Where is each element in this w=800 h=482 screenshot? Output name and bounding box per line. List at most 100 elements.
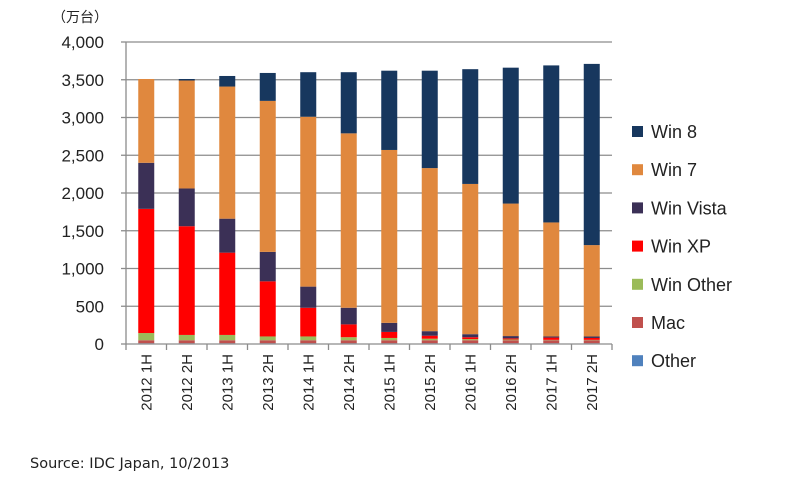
x-tick-label: 2012 2H (179, 354, 196, 411)
bar-segment-mac (340, 340, 357, 344)
y-axis-ticks: 0 500 1,000 1,500 2,000 2,500 3,000 3,500 4,000 (61, 33, 126, 354)
bar-segment-win-7 (421, 168, 438, 332)
bar-segment-win-other (462, 339, 479, 341)
bar-segment-win-xp (340, 324, 357, 338)
legend-item: Win Other (632, 275, 732, 295)
bar-stack (502, 67, 519, 344)
y-tick-label: 2,500 (61, 146, 104, 165)
bar-segment-mac (259, 340, 276, 344)
bar-segment-win-7 (259, 100, 276, 252)
bar-segment-win-7 (178, 80, 195, 189)
y-tick-label: 0 (95, 335, 104, 354)
bar-segment-win-other (219, 334, 236, 341)
y-tick-label: 500 (76, 297, 104, 316)
bar-segment-win-other (502, 339, 519, 341)
x-tick-label: 2016 2H (503, 354, 520, 411)
bar-stack (421, 70, 438, 344)
y-tick-label: 3,000 (61, 109, 104, 128)
x-tick-label: 2014 1H (300, 354, 317, 411)
y-tick-label: 3,500 (61, 71, 104, 90)
bar-stack (178, 78, 195, 344)
legend-swatch (632, 164, 643, 176)
legend-label: Win Vista (651, 198, 728, 218)
bar-segment-mac (421, 340, 438, 344)
legend-swatch (632, 278, 643, 290)
bar-segment-win-vista (502, 336, 519, 339)
y-tick-label: 1,000 (61, 260, 104, 279)
bar-segment-win-8 (543, 65, 560, 223)
bar-segment-win-7 (138, 78, 155, 163)
y-tick-label: 1,500 (61, 222, 104, 241)
legend-swatch (632, 240, 643, 252)
bar-segment-win-other (300, 336, 317, 341)
bar-segment-win-xp (421, 335, 438, 339)
bar-segment-win-8 (381, 70, 398, 150)
bar-stack (381, 70, 398, 344)
bar-segment-mac (583, 340, 600, 344)
bar-segment-win-vista (138, 162, 155, 209)
bar-segment-win-7 (462, 183, 479, 335)
y-tick-label: 2,000 (61, 184, 104, 203)
bar-segment-win-xp (300, 307, 317, 337)
x-tick-label: 2017 2H (584, 354, 601, 411)
legend-item: Mac (632, 313, 685, 333)
bar-segment-win-vista (340, 307, 357, 325)
bar-segment-win-vista (421, 331, 438, 336)
bars (138, 63, 600, 344)
x-tick-label: 2013 2H (260, 354, 277, 411)
legend-label: Win XP (651, 237, 711, 257)
source-note: Source: IDC Japan, 10/2013 (30, 456, 229, 472)
bar-segment-mac (462, 340, 479, 344)
bar-segment-win-xp (502, 338, 519, 340)
bar-segment-win-other (421, 338, 438, 341)
bar-segment-win-vista (219, 218, 236, 253)
bar-segment-win-other (340, 337, 357, 341)
bar-segment-win-8 (340, 72, 357, 134)
bar-segment-mac (543, 340, 560, 344)
legend-item: Win 7 (632, 160, 697, 180)
bar-segment-win-7 (340, 133, 357, 308)
bar-segment-win-vista (583, 336, 600, 338)
y-tick-label: 4,000 (61, 33, 104, 52)
x-tick-label: 2016 1H (462, 354, 479, 411)
bar-segment-win-7 (543, 222, 560, 337)
bar-segment-win-xp (219, 252, 236, 335)
bar-segment-win-7 (219, 86, 236, 219)
bar-segment-win-other (259, 336, 276, 341)
x-tick-label: 2013 1H (219, 354, 236, 411)
bar-segment-win-8 (178, 78, 195, 81)
bar-segment-win-xp (583, 337, 600, 340)
bar-segment-win-other (138, 333, 155, 341)
bar-segment-win-vista (300, 286, 317, 308)
bar-segment-mac (502, 340, 519, 344)
x-tick-label: 2012 1H (138, 354, 155, 411)
bar-segment-win-8 (583, 63, 600, 246)
bar-segment-win-7 (381, 149, 398, 323)
bar-stack (259, 72, 276, 344)
bar-stack (462, 69, 479, 344)
bar-segment-win-7 (300, 116, 317, 287)
bar-segment-win-xp (381, 331, 398, 338)
bar-segment-mac (381, 340, 398, 344)
bar-segment-win-8 (462, 69, 479, 184)
legend-item: Win XP (632, 237, 711, 257)
bar-segment-mac (300, 340, 317, 344)
legend-label: Win 8 (651, 122, 697, 142)
bar-segment-win-xp (543, 337, 560, 340)
legend-label: Win 7 (651, 160, 697, 180)
bar-stack (340, 72, 357, 344)
x-tick-label: 2015 1H (381, 354, 398, 411)
bar-segment-win-8 (421, 70, 438, 169)
legend-swatch (632, 317, 643, 328)
bar-segment-win-7 (502, 203, 519, 337)
legend: Win 8 Win 7 Win Vista Win XP Win Other Mac Oth… (632, 122, 732, 371)
bar-segment-win-xp (462, 337, 479, 340)
bar-segment-win-vista (259, 251, 276, 282)
bar-segment-win-other (381, 337, 398, 341)
bar-segment-mac (138, 340, 155, 344)
bar-stack (300, 72, 317, 344)
legend-item: Win Vista (632, 198, 728, 218)
x-tick-label: 2014 2H (341, 354, 358, 411)
x-tick-label: 2017 1H (543, 354, 560, 411)
